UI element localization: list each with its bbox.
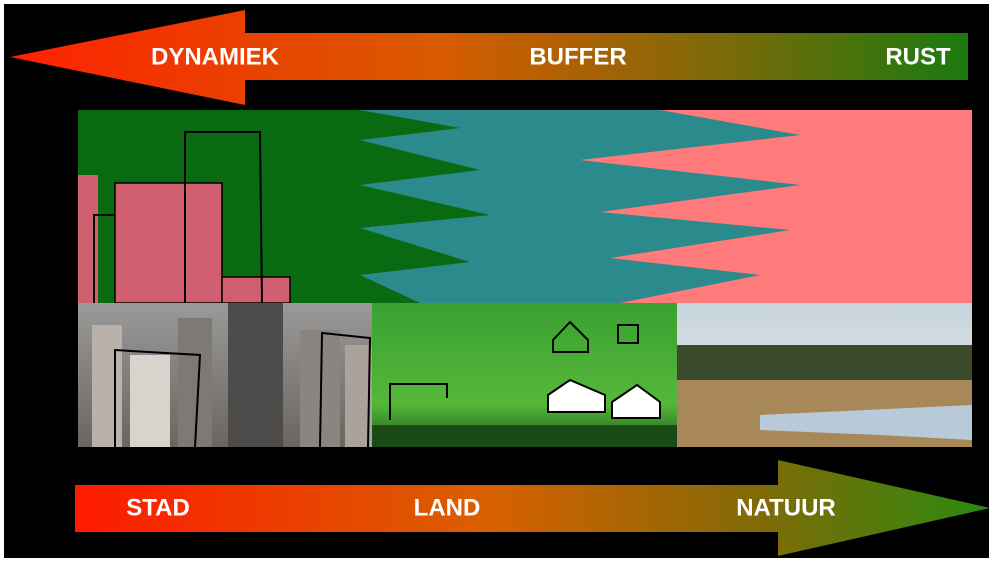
nature-photo xyxy=(677,303,972,447)
arrow-label: LAND xyxy=(414,494,481,521)
arrow-label: STAD xyxy=(126,494,190,521)
city-photo xyxy=(78,303,372,447)
page: {"top_arrow": {"labels": ["DYNAMIEK", "B… xyxy=(0,0,993,562)
arrow-label: NATUUR xyxy=(736,494,836,521)
arrow-label: DYNAMIEK xyxy=(151,43,280,70)
land-photo xyxy=(372,303,677,447)
zone-band xyxy=(78,110,972,303)
arrow-label: RUST xyxy=(885,43,951,70)
slide: DYNAMIEK BUFFER RUST xyxy=(0,0,993,562)
arrow-label: BUFFER xyxy=(529,43,626,70)
